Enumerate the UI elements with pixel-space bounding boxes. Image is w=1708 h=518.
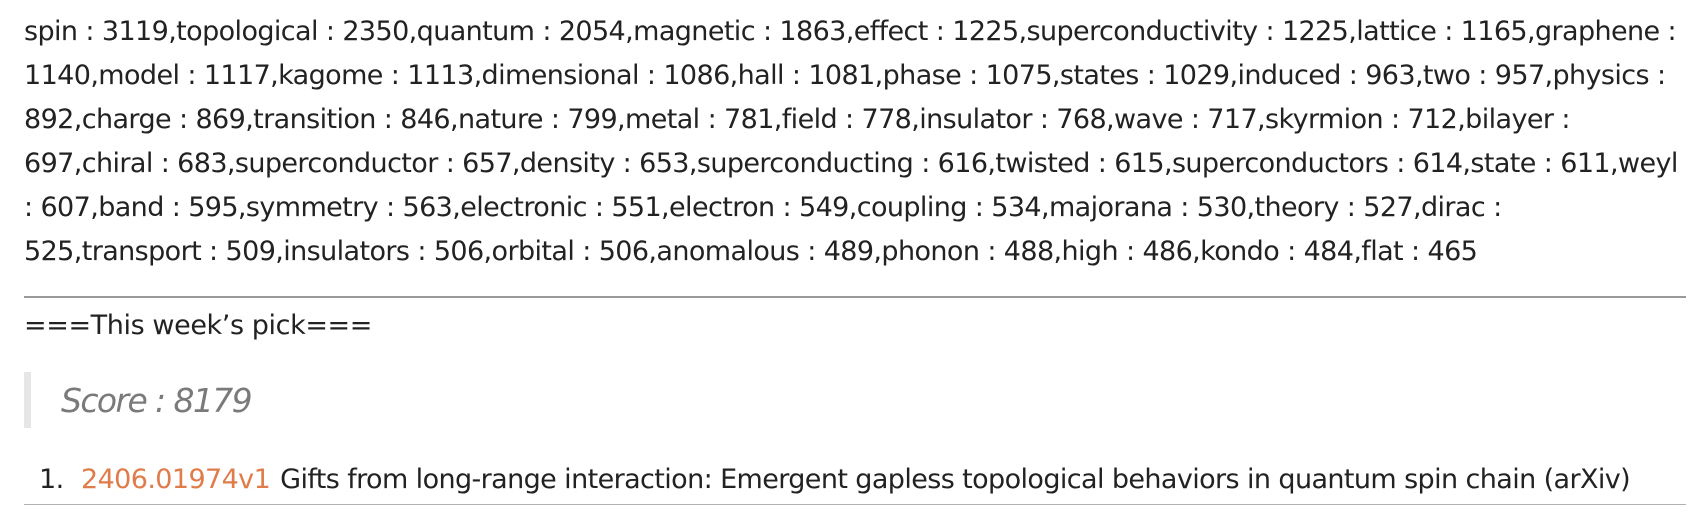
page-content: spin : 3119,topological : 2350,quantum :… (24, 0, 1686, 505)
score-text: Score : 8179 (61, 380, 253, 420)
weekly-pick-heading: ===This week’s pick=== (24, 310, 372, 341)
pick-list: 1. 2406.01974v1 Gifts from long-range in… (24, 458, 1686, 502)
score-blockquote: Score : 8179 (24, 372, 1686, 428)
list-item: 1. 2406.01974v1 Gifts from long-range in… (24, 458, 1686, 502)
section-divider (24, 296, 1686, 298)
arxiv-link[interactable]: 2406.01974v1 (81, 464, 271, 495)
paper-title: Gifts from long-range interaction: Emerg… (280, 464, 1631, 495)
list-item-number: 1. (39, 464, 64, 495)
bottom-divider (24, 504, 1686, 505)
keyword-counts: spin : 3119,topological : 2350,quantum :… (24, 16, 1678, 267)
